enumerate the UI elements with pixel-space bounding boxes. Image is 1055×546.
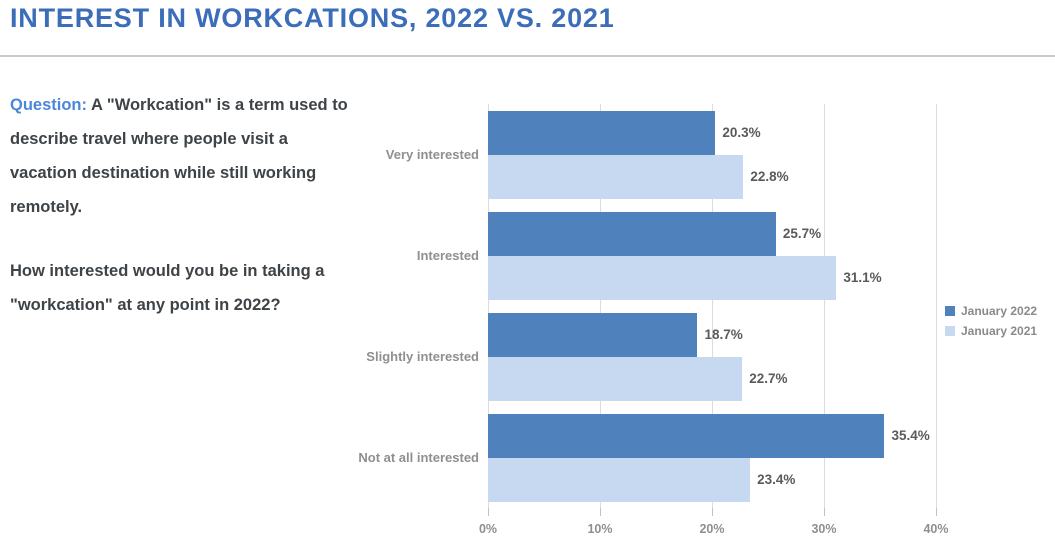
value-label: 22.8% [750,168,789,184]
axis-tick [488,508,489,516]
question-block: Question: A "Workcation" is a term used … [10,88,352,322]
axis-tick [824,508,825,516]
value-label: 22.7% [749,370,788,386]
bar-january-2021 [488,356,743,401]
legend-swatch-icon [945,306,955,316]
category-label: Interested [416,247,479,263]
gridline [936,104,937,508]
question-label: Question: [10,96,87,114]
axis-tick [936,508,937,516]
value-label: 31.1% [843,269,882,285]
x-axis-tick-label: 0% [478,522,498,536]
gridline [712,104,713,508]
bar-january-2021 [488,154,744,199]
legend-label: January 2021 [961,324,1038,338]
x-axis-tick-label: 30% [811,522,837,536]
bar-january-2022 [488,413,885,458]
value-label: 20.3% [722,124,761,140]
question-text-1: A "Workcation" is a term used to describ… [10,96,348,216]
question-paragraph-2: How interested would you be in taking a … [10,262,325,314]
x-axis-tick-label: 20% [699,522,725,536]
axis-tick [712,508,713,516]
legend-swatch-icon [945,326,955,336]
category-label: Very interested [385,146,479,162]
axis-tick [600,508,601,516]
x-axis-tick-label: 10% [587,522,613,536]
value-label: 35.4% [891,427,930,443]
value-label: 25.7% [782,225,822,241]
question-paragraph-1: Question: A "Workcation" is a term used … [10,88,352,224]
bar-january-2022 [488,110,716,155]
bar-january-2021 [488,457,751,502]
gridline [488,104,489,508]
plot-area: 20.3% 22.8% 25.7% 31.1% 18.7% 22.7% 35.4% 23.4% [488,104,937,516]
legend-item: January 2022 [945,301,1037,321]
gridline [600,104,601,508]
page-title: INTEREST IN WORKCATIONS, 2022 VS. 2021 [10,3,615,33]
gridline [824,104,825,508]
value-label: 23.4% [757,471,796,487]
x-axis-tick-label: 40% [923,522,949,536]
value-label: 18.7% [704,326,743,342]
bar-january-2021 [488,255,837,300]
bar-january-2022 [488,211,776,256]
bar-january-2022 [488,312,698,357]
category-label: Slightly interested [366,348,479,364]
legend-label: January 2022 [961,304,1038,318]
legend-item: January 2021 [945,321,1037,341]
category-label: Not at all interested [358,449,479,465]
title-divider [0,55,1055,57]
legend: January 2022 January 2021 [945,301,1037,341]
